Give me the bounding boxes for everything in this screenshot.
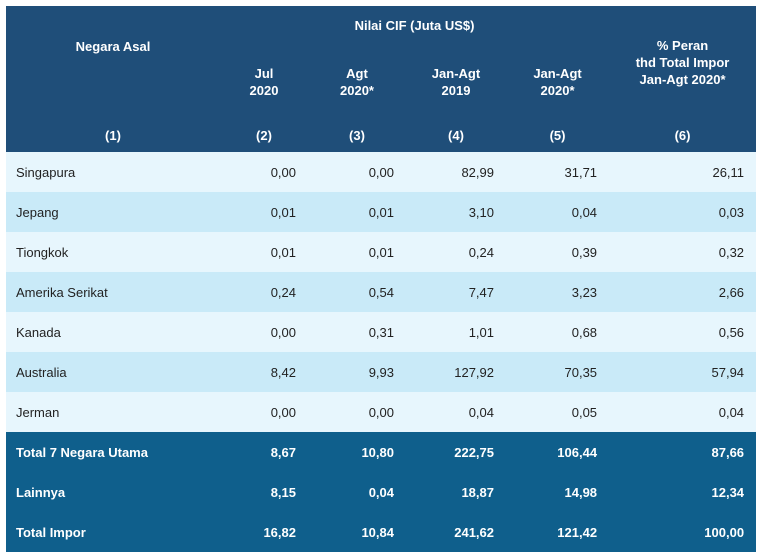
header-agt-2020: Agt 2020* bbox=[308, 45, 406, 118]
header-jul-2020-line2: 2020 bbox=[249, 82, 279, 98]
value-peran: 0,04 bbox=[609, 392, 757, 432]
value-jan-agt-2020: 0,05 bbox=[506, 392, 610, 432]
import-table-container: Negara Asal Nilai CIF (Juta US$) % Peran… bbox=[6, 6, 757, 552]
header-jan-agt-2019-line2: 2019 bbox=[441, 82, 471, 98]
value-jul-2020: 8,42 bbox=[220, 352, 308, 392]
total-row: Total 7 Negara Utama 8,67 10,80 222,75 1… bbox=[6, 432, 757, 472]
header-jan-agt-2019-line1: Jan-Agt bbox=[431, 65, 481, 81]
total-jan-agt-2020: 14,98 bbox=[506, 472, 610, 512]
value-peran: 0,32 bbox=[609, 232, 757, 272]
header-jan-agt-2020: Jan-Agt 2020* bbox=[506, 45, 610, 118]
value-jan-agt-2020: 0,39 bbox=[506, 232, 610, 272]
value-jul-2020: 0,24 bbox=[220, 272, 308, 312]
country-name: Jepang bbox=[6, 192, 220, 232]
table-row: Kanada 0,00 0,31 1,01 0,68 0,56 bbox=[6, 312, 757, 352]
table-row: Jerman 0,00 0,00 0,04 0,05 0,04 bbox=[6, 392, 757, 432]
value-jan-agt-2020: 0,04 bbox=[506, 192, 610, 232]
country-name: Australia bbox=[6, 352, 220, 392]
value-jul-2020: 0,00 bbox=[220, 392, 308, 432]
header-jan-agt-2020-line1: Jan-Agt bbox=[533, 65, 582, 81]
header-negara-asal: Negara Asal bbox=[6, 6, 220, 118]
value-jan-agt-2020: 0,68 bbox=[506, 312, 610, 352]
header-peran: % Peran thd Total Impor Jan-Agt 2020* bbox=[609, 6, 757, 118]
total-agt-2020: 0,04 bbox=[308, 472, 406, 512]
header-num-4: (4) bbox=[406, 118, 506, 152]
header-jan-agt-2020-line2: 2020* bbox=[540, 82, 575, 98]
value-jan-agt-2019: 1,01 bbox=[406, 312, 506, 352]
total-label: Total 7 Negara Utama bbox=[6, 432, 220, 472]
total-jan-agt-2019: 241,62 bbox=[406, 512, 506, 552]
header-peran-line2: thd Total Impor bbox=[635, 54, 730, 70]
total-agt-2020: 10,84 bbox=[308, 512, 406, 552]
country-name: Singapura bbox=[6, 152, 220, 192]
total-jul-2020: 16,82 bbox=[220, 512, 308, 552]
total-jul-2020: 8,67 bbox=[220, 432, 308, 472]
header-num-2: (2) bbox=[220, 118, 308, 152]
value-peran: 26,11 bbox=[609, 152, 757, 192]
value-agt-2020: 0,00 bbox=[308, 392, 406, 432]
table-row: Amerika Serikat 0,24 0,54 7,47 3,23 2,66 bbox=[6, 272, 757, 312]
total-jan-agt-2019: 18,87 bbox=[406, 472, 506, 512]
header-peran-line3: Jan-Agt 2020* bbox=[639, 71, 726, 87]
total-peran: 87,66 bbox=[609, 432, 757, 472]
value-jan-agt-2019: 3,10 bbox=[406, 192, 506, 232]
value-agt-2020: 0,01 bbox=[308, 192, 406, 232]
total-label: Total Impor bbox=[6, 512, 220, 552]
table-row: Tiongkok 0,01 0,01 0,24 0,39 0,32 bbox=[6, 232, 757, 272]
header-num-6: (6) bbox=[609, 118, 757, 152]
country-name: Jerman bbox=[6, 392, 220, 432]
header-nilai-cif: Nilai CIF (Juta US$) bbox=[220, 6, 610, 46]
country-name: Kanada bbox=[6, 312, 220, 352]
value-jan-agt-2020: 70,35 bbox=[506, 352, 610, 392]
value-jan-agt-2019: 0,24 bbox=[406, 232, 506, 272]
table-row: Australia 8,42 9,93 127,92 70,35 57,94 bbox=[6, 352, 757, 392]
header-agt-2020-line2: 2020* bbox=[340, 82, 374, 98]
value-peran: 0,56 bbox=[609, 312, 757, 352]
total-jan-agt-2020: 106,44 bbox=[506, 432, 610, 472]
value-agt-2020: 0,01 bbox=[308, 232, 406, 272]
value-agt-2020: 0,54 bbox=[308, 272, 406, 312]
total-peran: 12,34 bbox=[609, 472, 757, 512]
import-table: Negara Asal Nilai CIF (Juta US$) % Peran… bbox=[6, 6, 757, 552]
total-jan-agt-2019: 222,75 bbox=[406, 432, 506, 472]
table-row: Singapura 0,00 0,00 82,99 31,71 26,11 bbox=[6, 152, 757, 192]
value-jul-2020: 0,01 bbox=[220, 192, 308, 232]
value-jan-agt-2020: 31,71 bbox=[506, 152, 610, 192]
header-peran-line1: % Peran bbox=[656, 37, 709, 53]
table-row: Jepang 0,01 0,01 3,10 0,04 0,03 bbox=[6, 192, 757, 232]
value-agt-2020: 0,31 bbox=[308, 312, 406, 352]
total-agt-2020: 10,80 bbox=[308, 432, 406, 472]
value-peran: 2,66 bbox=[609, 272, 757, 312]
header-num-3: (3) bbox=[308, 118, 406, 152]
value-jul-2020: 0,00 bbox=[220, 312, 308, 352]
value-peran: 0,03 bbox=[609, 192, 757, 232]
header-jul-2020-line1: Jul bbox=[254, 65, 274, 81]
total-label: Lainnya bbox=[6, 472, 220, 512]
value-jan-agt-2019: 82,99 bbox=[406, 152, 506, 192]
header-jan-agt-2019: Jan-Agt 2019 bbox=[406, 45, 506, 118]
value-jan-agt-2019: 127,92 bbox=[406, 352, 506, 392]
header-num-5: (5) bbox=[506, 118, 610, 152]
total-row: Total Impor 16,82 10,84 241,62 121,42 10… bbox=[6, 512, 757, 552]
header-num-1: (1) bbox=[6, 118, 220, 152]
value-agt-2020: 0,00 bbox=[308, 152, 406, 192]
value-jan-agt-2020: 3,23 bbox=[506, 272, 610, 312]
total-jan-agt-2020: 121,42 bbox=[506, 512, 610, 552]
total-jul-2020: 8,15 bbox=[220, 472, 308, 512]
header-agt-2020-line1: Agt bbox=[346, 65, 368, 81]
value-peran: 57,94 bbox=[609, 352, 757, 392]
table-header: Negara Asal Nilai CIF (Juta US$) % Peran… bbox=[6, 6, 757, 152]
value-jan-agt-2019: 0,04 bbox=[406, 392, 506, 432]
value-jan-agt-2019: 7,47 bbox=[406, 272, 506, 312]
total-peran: 100,00 bbox=[609, 512, 757, 552]
country-name: Tiongkok bbox=[6, 232, 220, 272]
value-jul-2020: 0,01 bbox=[220, 232, 308, 272]
value-agt-2020: 9,93 bbox=[308, 352, 406, 392]
total-row: Lainnya 8,15 0,04 18,87 14,98 12,34 bbox=[6, 472, 757, 512]
country-name: Amerika Serikat bbox=[6, 272, 220, 312]
table-body: Singapura 0,00 0,00 82,99 31,71 26,11 Je… bbox=[6, 152, 757, 552]
value-jul-2020: 0,00 bbox=[220, 152, 308, 192]
header-jul-2020: Jul 2020 bbox=[220, 45, 308, 118]
